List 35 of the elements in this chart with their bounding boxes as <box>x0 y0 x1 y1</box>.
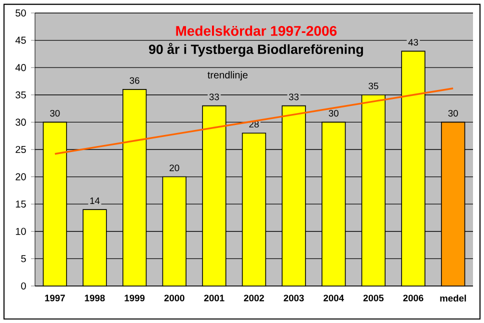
x-tick-label: 1997 <box>45 294 65 302</box>
x-tick-label: 2005 <box>363 294 384 302</box>
text: Medelskördar 1997-2006 <box>176 26 337 36</box>
y-tick-label: 20 <box>16 173 26 180</box>
data-label: 33 <box>209 94 219 100</box>
y-tick-label: 45 <box>15 36 26 44</box>
y-tick-label: 50 <box>16 9 26 17</box>
x-tick-label: 1999 <box>124 294 145 302</box>
data-label: 14 <box>90 198 100 204</box>
x-tick-label: 1998 <box>84 294 105 302</box>
x-tick-label: 2003 <box>284 294 304 302</box>
data-label: 43 <box>408 39 418 46</box>
data-label: 20 <box>170 164 180 172</box>
y-tick-label: 25 <box>16 146 26 154</box>
x-tick-label: 2002 <box>244 294 264 302</box>
text: 90 år i Tystberga Biodlareförening <box>148 42 363 57</box>
y-tick-label: 0 <box>21 282 26 290</box>
y-tick-label: 35 <box>16 91 26 98</box>
x-tick-label: 2000 <box>164 294 184 302</box>
y-tick-label: 30 <box>16 118 26 126</box>
y-tick-label: 5 <box>21 255 26 262</box>
y-tick-label: 40 <box>15 64 26 72</box>
x-tick-label: 2001 <box>204 294 224 302</box>
x-tick-label: 2006 <box>403 294 424 302</box>
y-tick-label: 10 <box>16 228 26 235</box>
data-label: 30 <box>328 110 338 117</box>
x-tick-label: medel <box>440 294 466 302</box>
x-tick-label: 2004 <box>324 294 344 302</box>
data-label: 30 <box>448 110 458 117</box>
data-label: 33 <box>288 94 299 100</box>
data-label: 35 <box>368 82 378 90</box>
y-tick-label: 15 <box>16 200 26 208</box>
text: trendlinje <box>208 71 248 80</box>
data-label: 36 <box>130 77 140 84</box>
data-label: 30 <box>50 110 60 117</box>
